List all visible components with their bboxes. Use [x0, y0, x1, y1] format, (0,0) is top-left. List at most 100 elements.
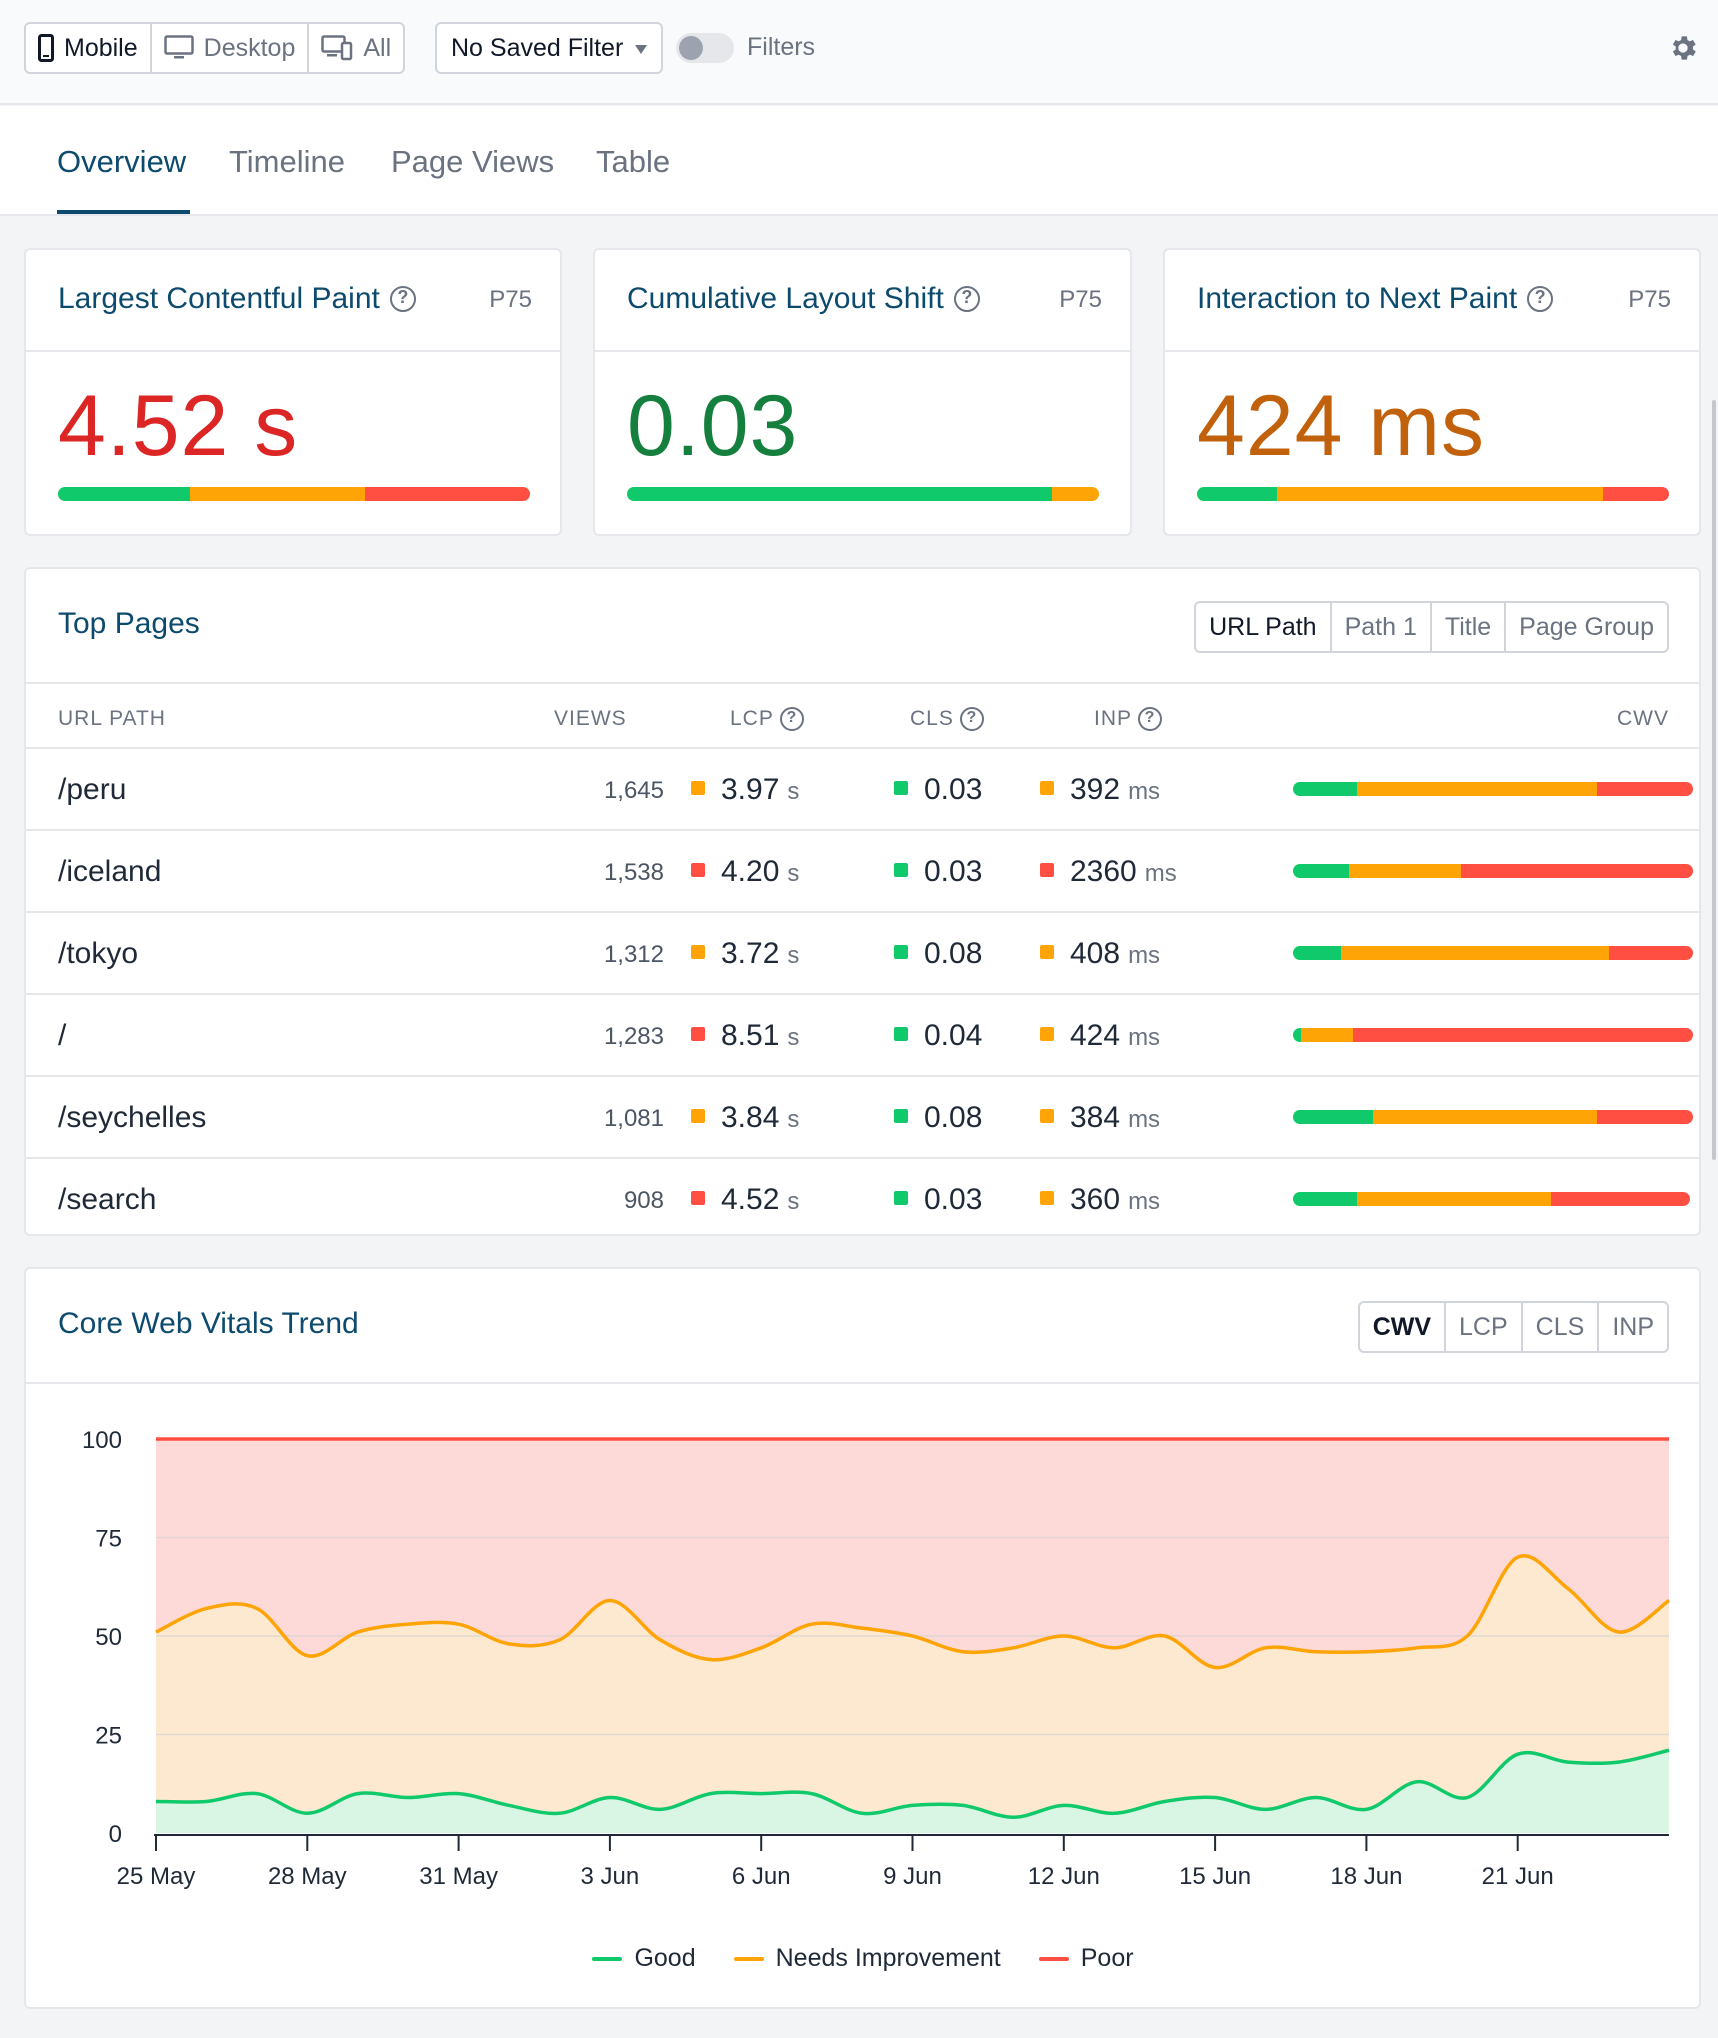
row-path[interactable]: /tokyo — [58, 937, 139, 970]
row-cls: 0.03 — [894, 855, 982, 889]
dimension-page-group[interactable]: Page Group — [1519, 612, 1654, 641]
x-tick-label: 21 Jun — [1482, 1863, 1554, 1890]
row-lcp-value: 3.72 — [721, 937, 780, 970]
dimension-path-1[interactable]: Path 1 — [1332, 603, 1432, 651]
legend-label: Good — [634, 1944, 696, 1972]
distribution-bar — [1197, 487, 1669, 501]
good-segment — [627, 487, 1052, 501]
divider — [1165, 350, 1699, 352]
table-row[interactable]: /peru 1,645 3.97 s 0.03 392 ms — [26, 747, 1700, 829]
trend-mode-inp[interactable]: INP — [1612, 1312, 1654, 1341]
saved-filter-select[interactable]: No Saved Filter — [435, 22, 663, 74]
page-scrollbar[interactable] — [1712, 400, 1716, 1160]
row-inp-value: 2360 — [1070, 855, 1137, 888]
needs-improvement-segment — [1051, 487, 1099, 501]
row-views: 1,081 — [603, 1105, 664, 1132]
tab-timeline[interactable]: Timeline — [229, 144, 345, 179]
column-header-lcp[interactable]: LCP — [730, 707, 804, 731]
row-inp-value: 408 — [1070, 937, 1121, 970]
dimension-title[interactable]: Title — [1432, 603, 1507, 651]
row-views: 1,645 — [603, 777, 664, 804]
column-header-cls[interactable]: CLS — [910, 707, 984, 731]
cwv-trend-card: Core Web Vitals Trend CWV LCP CLS INP 0 2… — [24, 1267, 1701, 2009]
tab-page-views[interactable]: Page Views — [391, 144, 555, 179]
device-desktop-label: Desktop — [203, 33, 296, 62]
legend-item-needs-improvement[interactable]: Needs Improvement — [733, 1944, 1001, 1973]
status-indicator — [894, 781, 908, 795]
cwv-distribution-bar — [1293, 864, 1693, 878]
x-tick-label: 6 Jun — [732, 1863, 791, 1890]
row-path[interactable]: /search — [58, 1183, 157, 1216]
help-icon[interactable] — [959, 707, 984, 731]
column-header-path[interactable]: URL PATH — [58, 707, 166, 731]
filters-toggle[interactable] — [676, 33, 734, 63]
trend-mode-cls[interactable]: CLS — [1523, 1303, 1600, 1351]
cwv-trend-title: Core Web Vitals Trend — [58, 1307, 359, 1340]
row-lcp-unit: s — [787, 942, 800, 969]
x-tick-label: 31 May — [419, 1863, 498, 1890]
status-indicator — [894, 1027, 908, 1041]
help-icon[interactable] — [1527, 286, 1554, 312]
filters-label: Filters — [747, 33, 816, 61]
row-path[interactable]: /peru — [58, 773, 127, 806]
good-segment — [1293, 1192, 1357, 1206]
tab-table[interactable]: Table — [596, 144, 671, 179]
row-inp: 392 ms — [1040, 773, 1160, 807]
help-icon[interactable] — [953, 286, 980, 312]
column-header-cwv[interactable]: CWV — [1617, 707, 1669, 731]
poor-segment — [1609, 946, 1693, 960]
row-views: 1,538 — [603, 859, 664, 886]
row-cls: 0.08 — [894, 1101, 982, 1135]
gear-icon[interactable] — [1667, 32, 1699, 64]
device-mobile-button[interactable]: Mobile — [26, 24, 152, 72]
help-icon[interactable] — [779, 707, 804, 731]
toggle-knob — [679, 36, 703, 60]
needs-improvement-segment — [1357, 782, 1597, 796]
needs-improvement-segment — [1356, 1192, 1552, 1206]
status-indicator — [894, 1191, 908, 1205]
table-row[interactable]: /seychelles 1,081 3.84 s 0.08 384 ms — [26, 1075, 1700, 1157]
trend-mode-lcp[interactable]: LCP — [1446, 1303, 1523, 1351]
table-row[interactable]: /search 908 4.52 s 0.03 360 ms — [26, 1157, 1700, 1239]
row-lcp: 3.97 s — [691, 773, 799, 807]
row-path[interactable]: /seychelles — [58, 1101, 207, 1134]
row-cls: 0.08 — [894, 937, 982, 971]
row-inp-value: 424 — [1070, 1019, 1121, 1052]
y-tick-label: 75 — [95, 1526, 122, 1553]
good-segment — [1293, 1028, 1301, 1042]
metric-title-text: Cumulative Layout Shift — [627, 282, 944, 315]
y-tick-label: 0 — [109, 1821, 122, 1848]
help-icon[interactable] — [389, 286, 416, 312]
status-indicator — [691, 945, 705, 959]
needs-improvement-segment — [1349, 864, 1461, 878]
table-row[interactable]: / 1,283 8.51 s 0.04 424 ms — [26, 993, 1700, 1075]
metric-card-inp: Interaction to Next Paint P75 424 ms — [1163, 248, 1701, 536]
legend-item-poor[interactable]: Poor — [1038, 1944, 1134, 1973]
device-all-button[interactable]: All — [309, 24, 403, 72]
x-tick-label: 25 May — [117, 1863, 196, 1890]
percentile-label: P75 — [1059, 286, 1102, 313]
help-icon[interactable] — [1138, 707, 1163, 731]
good-segment — [1197, 487, 1278, 501]
table-row[interactable]: /tokyo 1,312 3.72 s 0.08 408 ms — [26, 911, 1700, 993]
table-row[interactable]: /iceland 1,538 4.20 s 0.03 2360 ms — [26, 829, 1700, 911]
all-devices-icon — [321, 35, 353, 61]
dimension-url-path[interactable]: URL Path — [1196, 603, 1332, 651]
status-indicator — [1040, 1109, 1054, 1123]
legend-item-good[interactable]: Good — [592, 1944, 696, 1973]
series-line-good — [155, 1748, 1670, 1819]
y-tick-label: 100 — [82, 1427, 122, 1454]
top-toolbar: Mobile Desktop All No Saved Filter Filte… — [0, 0, 1718, 105]
row-path[interactable]: / — [58, 1019, 67, 1052]
tab-overview[interactable]: Overview — [57, 144, 187, 179]
column-header-inp[interactable]: INP — [1094, 707, 1163, 731]
device-desktop-button[interactable]: Desktop — [152, 24, 310, 72]
status-indicator — [691, 863, 705, 877]
column-header-views-label: VIEWS — [554, 707, 627, 730]
row-lcp: 4.52 s — [691, 1183, 799, 1217]
divider — [26, 682, 1699, 684]
column-header-views[interactable]: VIEWS — [554, 707, 627, 731]
percentile-label: P75 — [1628, 286, 1671, 313]
row-path[interactable]: /iceland — [58, 855, 162, 888]
trend-mode-cwv[interactable]: CWV — [1360, 1303, 1447, 1351]
